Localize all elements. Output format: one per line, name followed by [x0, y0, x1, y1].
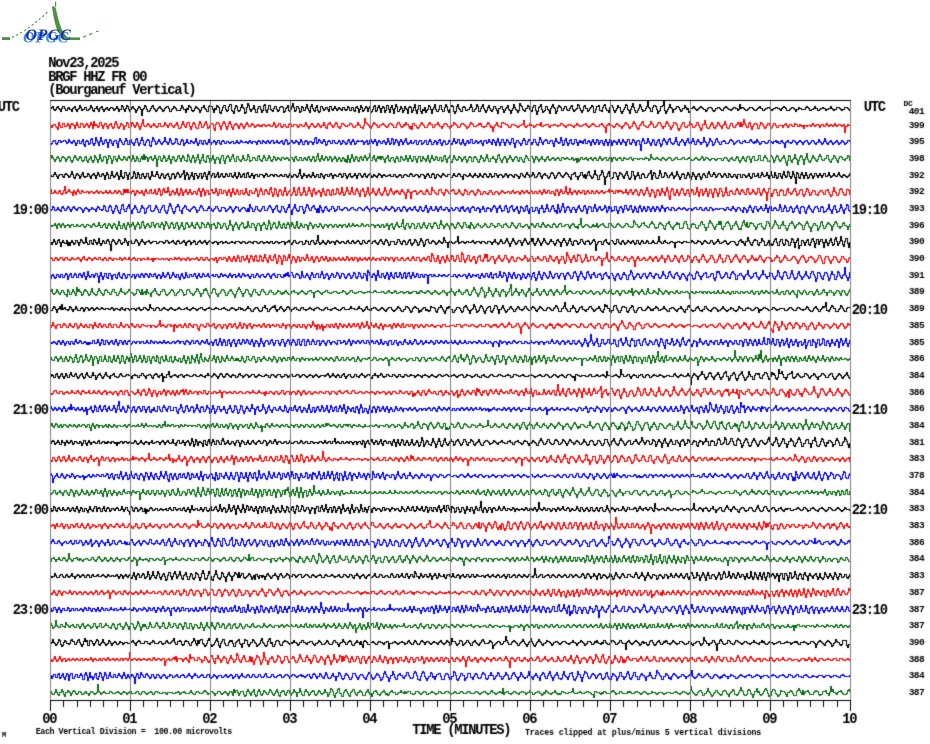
svg-text:OPGC: OPGC	[26, 27, 72, 44]
svg-text:OPGC: OPGC	[23, 30, 69, 47]
